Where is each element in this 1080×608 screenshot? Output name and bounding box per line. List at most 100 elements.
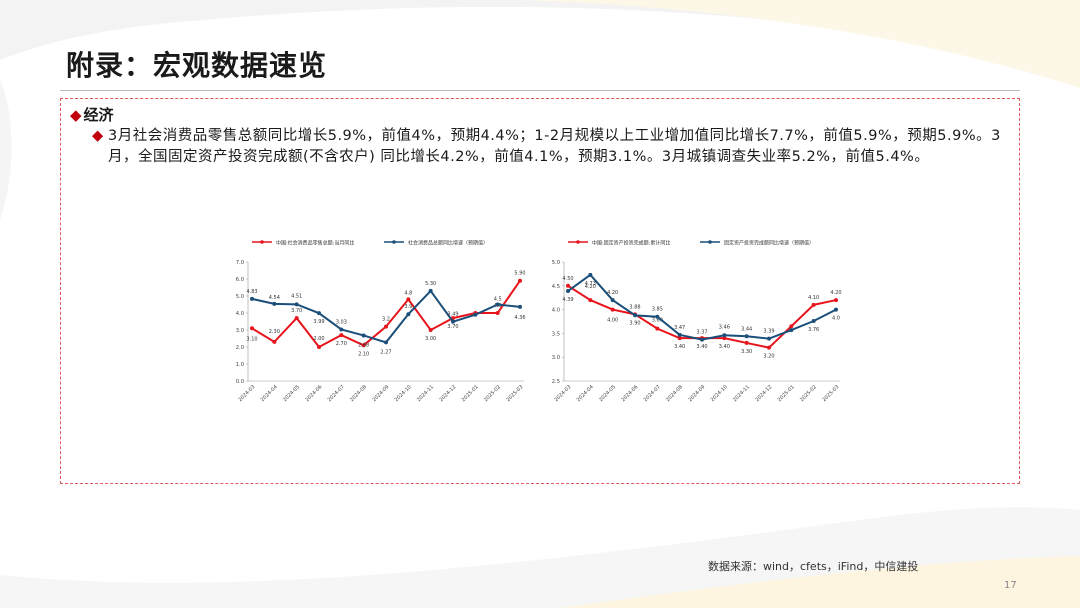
- page-number: 17: [1004, 580, 1017, 591]
- data-label: 3.90: [629, 320, 640, 326]
- data-point: [610, 298, 615, 303]
- data-point: [834, 298, 838, 303]
- data-point: [789, 328, 794, 333]
- x-tick-label: 2024-08: [349, 384, 368, 403]
- x-tick-label: 2024-04: [260, 384, 279, 403]
- data-label: 3.03: [336, 319, 347, 325]
- data-point: [588, 298, 593, 303]
- legend-marker: [260, 240, 264, 244]
- data-source: 数据来源：wind，cfets，iFind，中信建投: [708, 560, 919, 573]
- data-label: 4.20: [830, 290, 841, 296]
- x-tick-label: 2024-04: [576, 384, 595, 403]
- data-label: 3.70: [291, 308, 302, 314]
- y-tick-label: 1.0: [236, 362, 244, 368]
- data-point: [518, 304, 522, 309]
- data-point: [566, 289, 570, 294]
- data-label: 3.39: [763, 329, 774, 335]
- data-point: [428, 328, 433, 332]
- data-point: [677, 336, 682, 341]
- data-point: [633, 313, 637, 318]
- y-tick-label: 2.0: [236, 345, 244, 351]
- data-label: 3.20: [763, 354, 774, 360]
- fixed-asset-investment-chart: 中国:固定资产投资完成额:累计同比 固定资产投资完成额同比增速（预期值） 2.5 3.…: [552, 240, 842, 404]
- data-label: 4.36: [514, 315, 525, 321]
- data-point: [294, 316, 299, 321]
- page-title: 附录：宏观数据速览: [66, 49, 328, 82]
- section-heading: ◆ 经济: [70, 104, 114, 125]
- data-point: [339, 327, 344, 332]
- data-point: [767, 345, 771, 350]
- data-label: 3.44: [741, 326, 752, 332]
- data-label: 2.30: [269, 329, 280, 335]
- x-tick-label: 2024-10: [394, 384, 413, 403]
- data-label: 3.49: [447, 312, 458, 318]
- data-label: 3.30: [741, 349, 752, 355]
- data-label: 3.88: [629, 304, 640, 310]
- data-point: [406, 297, 411, 302]
- x-tick-label: 2024-11: [732, 384, 751, 403]
- data-label: 4.39: [562, 297, 573, 303]
- retail-sales-chart: 中国:社会消费品零售总额:当月同比 社会消费品总额同比增速（预期值） 0.0 1.0 2…: [236, 240, 526, 404]
- data-label: 2.27: [380, 349, 391, 355]
- data-label: 3.40: [674, 344, 685, 350]
- x-tick-label: 2025-02: [483, 384, 502, 403]
- data-label: 4.10: [808, 295, 819, 301]
- data-point: [588, 272, 593, 277]
- data-label: 4.0: [832, 316, 840, 322]
- data-point: [834, 307, 838, 312]
- data-label: 3.40: [719, 344, 730, 350]
- data-point: [294, 302, 299, 307]
- data-label: 3.9: [404, 304, 412, 310]
- data-point: [767, 336, 771, 341]
- x-tick-label: 2024-12: [754, 384, 773, 403]
- data-point: [722, 333, 727, 338]
- data-label: 3.40: [696, 344, 707, 350]
- data-label: 4.20: [585, 284, 596, 290]
- data-label: 4.8: [404, 290, 412, 296]
- data-point: [406, 312, 411, 317]
- data-point: [495, 302, 500, 307]
- legend-label: 固定资产投资完成额同比增速（预期值）: [724, 240, 814, 247]
- x-tick-label: 2025-01: [777, 384, 796, 403]
- data-point: [566, 283, 570, 288]
- data-label: 4.5: [494, 297, 502, 303]
- data-point: [700, 337, 704, 342]
- y-tick-label: 4.0: [552, 308, 560, 314]
- data-point: [384, 324, 388, 329]
- data-point: [250, 296, 254, 301]
- legend-marker: [708, 240, 712, 244]
- data-label: 2.10: [358, 351, 369, 357]
- data-point: [361, 333, 366, 338]
- data-label: 4.51: [291, 293, 302, 299]
- data-label: 3.2: [382, 317, 390, 323]
- data-label: 3.99: [313, 319, 324, 325]
- data-label: 4.54: [269, 295, 280, 301]
- data-point: [744, 334, 749, 339]
- legend-label: 中国:社会消费品零售总额:当月同比: [276, 240, 354, 247]
- data-point: [317, 311, 321, 316]
- y-tick-label: 5.0: [552, 260, 560, 266]
- x-tick-label: 2025-03: [505, 384, 524, 403]
- data-label: 4.73: [585, 281, 596, 287]
- data-label: 4.20: [607, 290, 618, 296]
- legend-label: 社会消费品总额同比增速（预期值）: [408, 240, 488, 247]
- data-label: 3.60: [652, 318, 663, 324]
- summary-text: 3月社会消费品零售总额同比增长5.9%，前值4%，预期4.4%；1-2月规模以上…: [108, 128, 1001, 165]
- diamond-bullet-icon: ◆: [92, 128, 104, 144]
- legend-marker: [392, 240, 396, 244]
- data-label: 3.00: [425, 336, 436, 342]
- x-tick-label: 2024-06: [304, 384, 323, 403]
- x-tick-label: 2025-02: [799, 384, 818, 403]
- data-point: [272, 339, 277, 344]
- x-tick-label: 2024-08: [665, 384, 684, 403]
- y-tick-label: 3.0: [552, 355, 560, 361]
- data-label: 5.90: [514, 271, 525, 277]
- data-point: [473, 312, 478, 317]
- x-tick-label: 2024-09: [687, 384, 706, 403]
- x-tick-label: 2024-10: [710, 384, 729, 403]
- y-tick-label: 5.0: [236, 294, 244, 300]
- x-tick-label: 2025-01: [461, 384, 480, 403]
- x-tick-label: 2024-07: [643, 384, 662, 403]
- content-panel: [60, 98, 1020, 484]
